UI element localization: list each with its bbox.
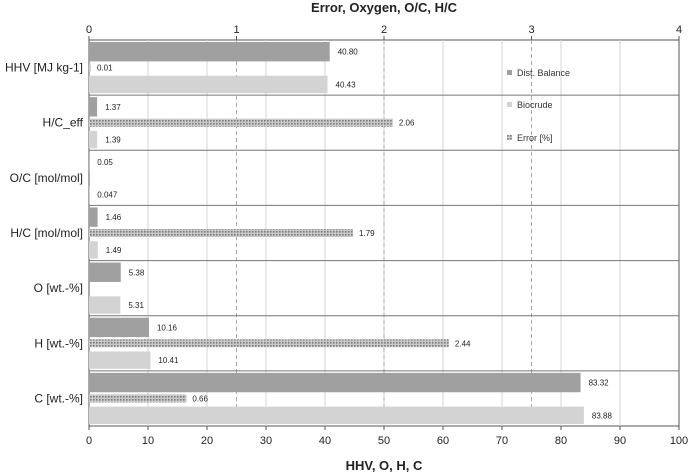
bottom-tick-label: 50 xyxy=(378,435,390,447)
category-label-h-c-eff: H/C_eff xyxy=(43,116,84,130)
bottom-tick-label: 70 xyxy=(496,435,508,447)
category-label-c-wt: C [wt.-%] xyxy=(34,391,83,405)
bar-error-h-wt xyxy=(89,339,449,348)
bar-dist-balance-h-c-mol-mol xyxy=(89,207,98,227)
bar-error-h-c-eff xyxy=(89,118,393,127)
category-label-hhv-mj-kg-1: HHV [MJ kg-1] xyxy=(5,61,83,75)
label-dist-balance-h-c-eff: 1.37 xyxy=(105,103,121,112)
bar-dist-balance-hhv-mj-kg-1 xyxy=(89,42,330,62)
legend-label-dist-balance: Dist. Balance xyxy=(517,68,570,78)
legend-swatch-biocrude xyxy=(507,102,512,107)
label-biocrude-h-c-mol-mol: 1.49 xyxy=(106,246,122,255)
data-labels: 40.80 40.43 0.01 1.37 1.39 2.06 0.05 0.047 1.46 1… xyxy=(97,48,612,421)
bar-error-h-c-mol-mol xyxy=(89,229,354,237)
label-error-h-c-eff: 2.06 xyxy=(399,119,415,128)
top-axis-title: Error, Oxygen, O/C, H/C xyxy=(311,0,458,15)
legend-swatch-error xyxy=(507,135,512,140)
label-biocrude-c-wt: 83.88 xyxy=(592,411,613,420)
bars xyxy=(89,42,584,424)
bar-error-c-wt xyxy=(89,394,187,403)
label-error-h-wt: 2.44 xyxy=(455,339,471,348)
bottom-tick-label: 90 xyxy=(614,435,626,447)
bar-dist-balance-h-wt xyxy=(89,317,149,338)
category-label-o-c-mol-mol: O/C [mol/mol] xyxy=(10,171,83,185)
label-dist-balance-c-wt: 83.32 xyxy=(589,379,610,388)
bar-biocrude-h-c-eff xyxy=(89,130,98,149)
top-tick-label: 3 xyxy=(528,24,534,36)
bar-biocrude-o-wt xyxy=(89,296,121,314)
top-axis-ticks: 0 1 2 3 4 xyxy=(86,24,682,40)
top-tick-label: 1 xyxy=(233,24,239,36)
label-dist-balance-o-wt: 5.38 xyxy=(129,268,145,277)
top-tick-label: 4 xyxy=(676,24,682,36)
bottom-axis-title: HHV, O, H, C xyxy=(346,458,423,473)
label-error-c-wt: 0.66 xyxy=(192,394,208,403)
legend: Dist. Balance Biocrude Error [%] xyxy=(507,68,570,143)
legend-swatch-dist-balance xyxy=(507,70,512,75)
bottom-tick-label: 40 xyxy=(319,435,331,447)
bottom-tick-label: 100 xyxy=(670,435,688,447)
bar-error-hhv-mj-kg-1 xyxy=(89,63,91,72)
category-label-h-c-mol-mol: H/C [mol/mol] xyxy=(10,226,83,240)
bar-biocrude-h-wt xyxy=(89,351,151,369)
bottom-tick-label: 60 xyxy=(437,435,449,447)
label-error-hhv-mj-kg-1: 0.01 xyxy=(97,64,113,73)
top-tick-label: 2 xyxy=(381,24,387,36)
category-label-o-wt: O [wt.-%] xyxy=(34,281,83,295)
bottom-tick-label: 80 xyxy=(555,435,567,447)
bar-biocrude-hhv-mj-kg-1 xyxy=(89,75,328,94)
label-dist-balance-h-wt: 10.16 xyxy=(157,323,178,332)
label-dist-balance-hhv-mj-kg-1: 40.80 xyxy=(338,48,359,57)
bar-dist-balance-h-c-eff xyxy=(89,97,98,117)
label-biocrude-h-wt: 10.41 xyxy=(158,356,179,365)
bottom-tick-label: 0 xyxy=(86,435,92,447)
bar-biocrude-h-c-mol-mol xyxy=(89,241,98,259)
bottom-tick-label: 30 xyxy=(260,435,272,447)
label-biocrude-hhv-mj-kg-1: 40.43 xyxy=(336,80,357,89)
label-error-h-c-mol-mol: 1.79 xyxy=(359,229,375,238)
label-biocrude-h-c-eff: 1.39 xyxy=(105,136,121,145)
legend-label-biocrude: Biocrude xyxy=(517,100,553,110)
category-label-h-wt: H [wt.-%] xyxy=(34,336,83,350)
top-tick-label: 0 xyxy=(86,24,92,36)
bottom-tick-label: 10 xyxy=(142,435,154,447)
label-dist-balance-h-c-mol-mol: 1.46 xyxy=(106,213,122,222)
bar-biocrude-c-wt xyxy=(89,406,584,424)
bar-dist-balance-c-wt xyxy=(89,372,581,393)
bottom-axis-ticks: 0 10 20 30 40 50 60 70 80 90 100 xyxy=(86,426,688,447)
label-dist-balance-o-c-mol-mol: 0.05 xyxy=(97,158,113,167)
label-biocrude-o-wt: 5.31 xyxy=(128,301,144,310)
legend-label-error: Error [%] xyxy=(517,133,553,143)
bottom-tick-label: 20 xyxy=(201,435,213,447)
category-labels: HHV [MJ kg-1] H/C_eff O/C [mol/mol] H/C [mo… xyxy=(5,61,84,406)
label-biocrude-o-c-mol-mol: 0.047 xyxy=(97,191,118,200)
bar-dist-balance-o-wt xyxy=(89,262,121,282)
